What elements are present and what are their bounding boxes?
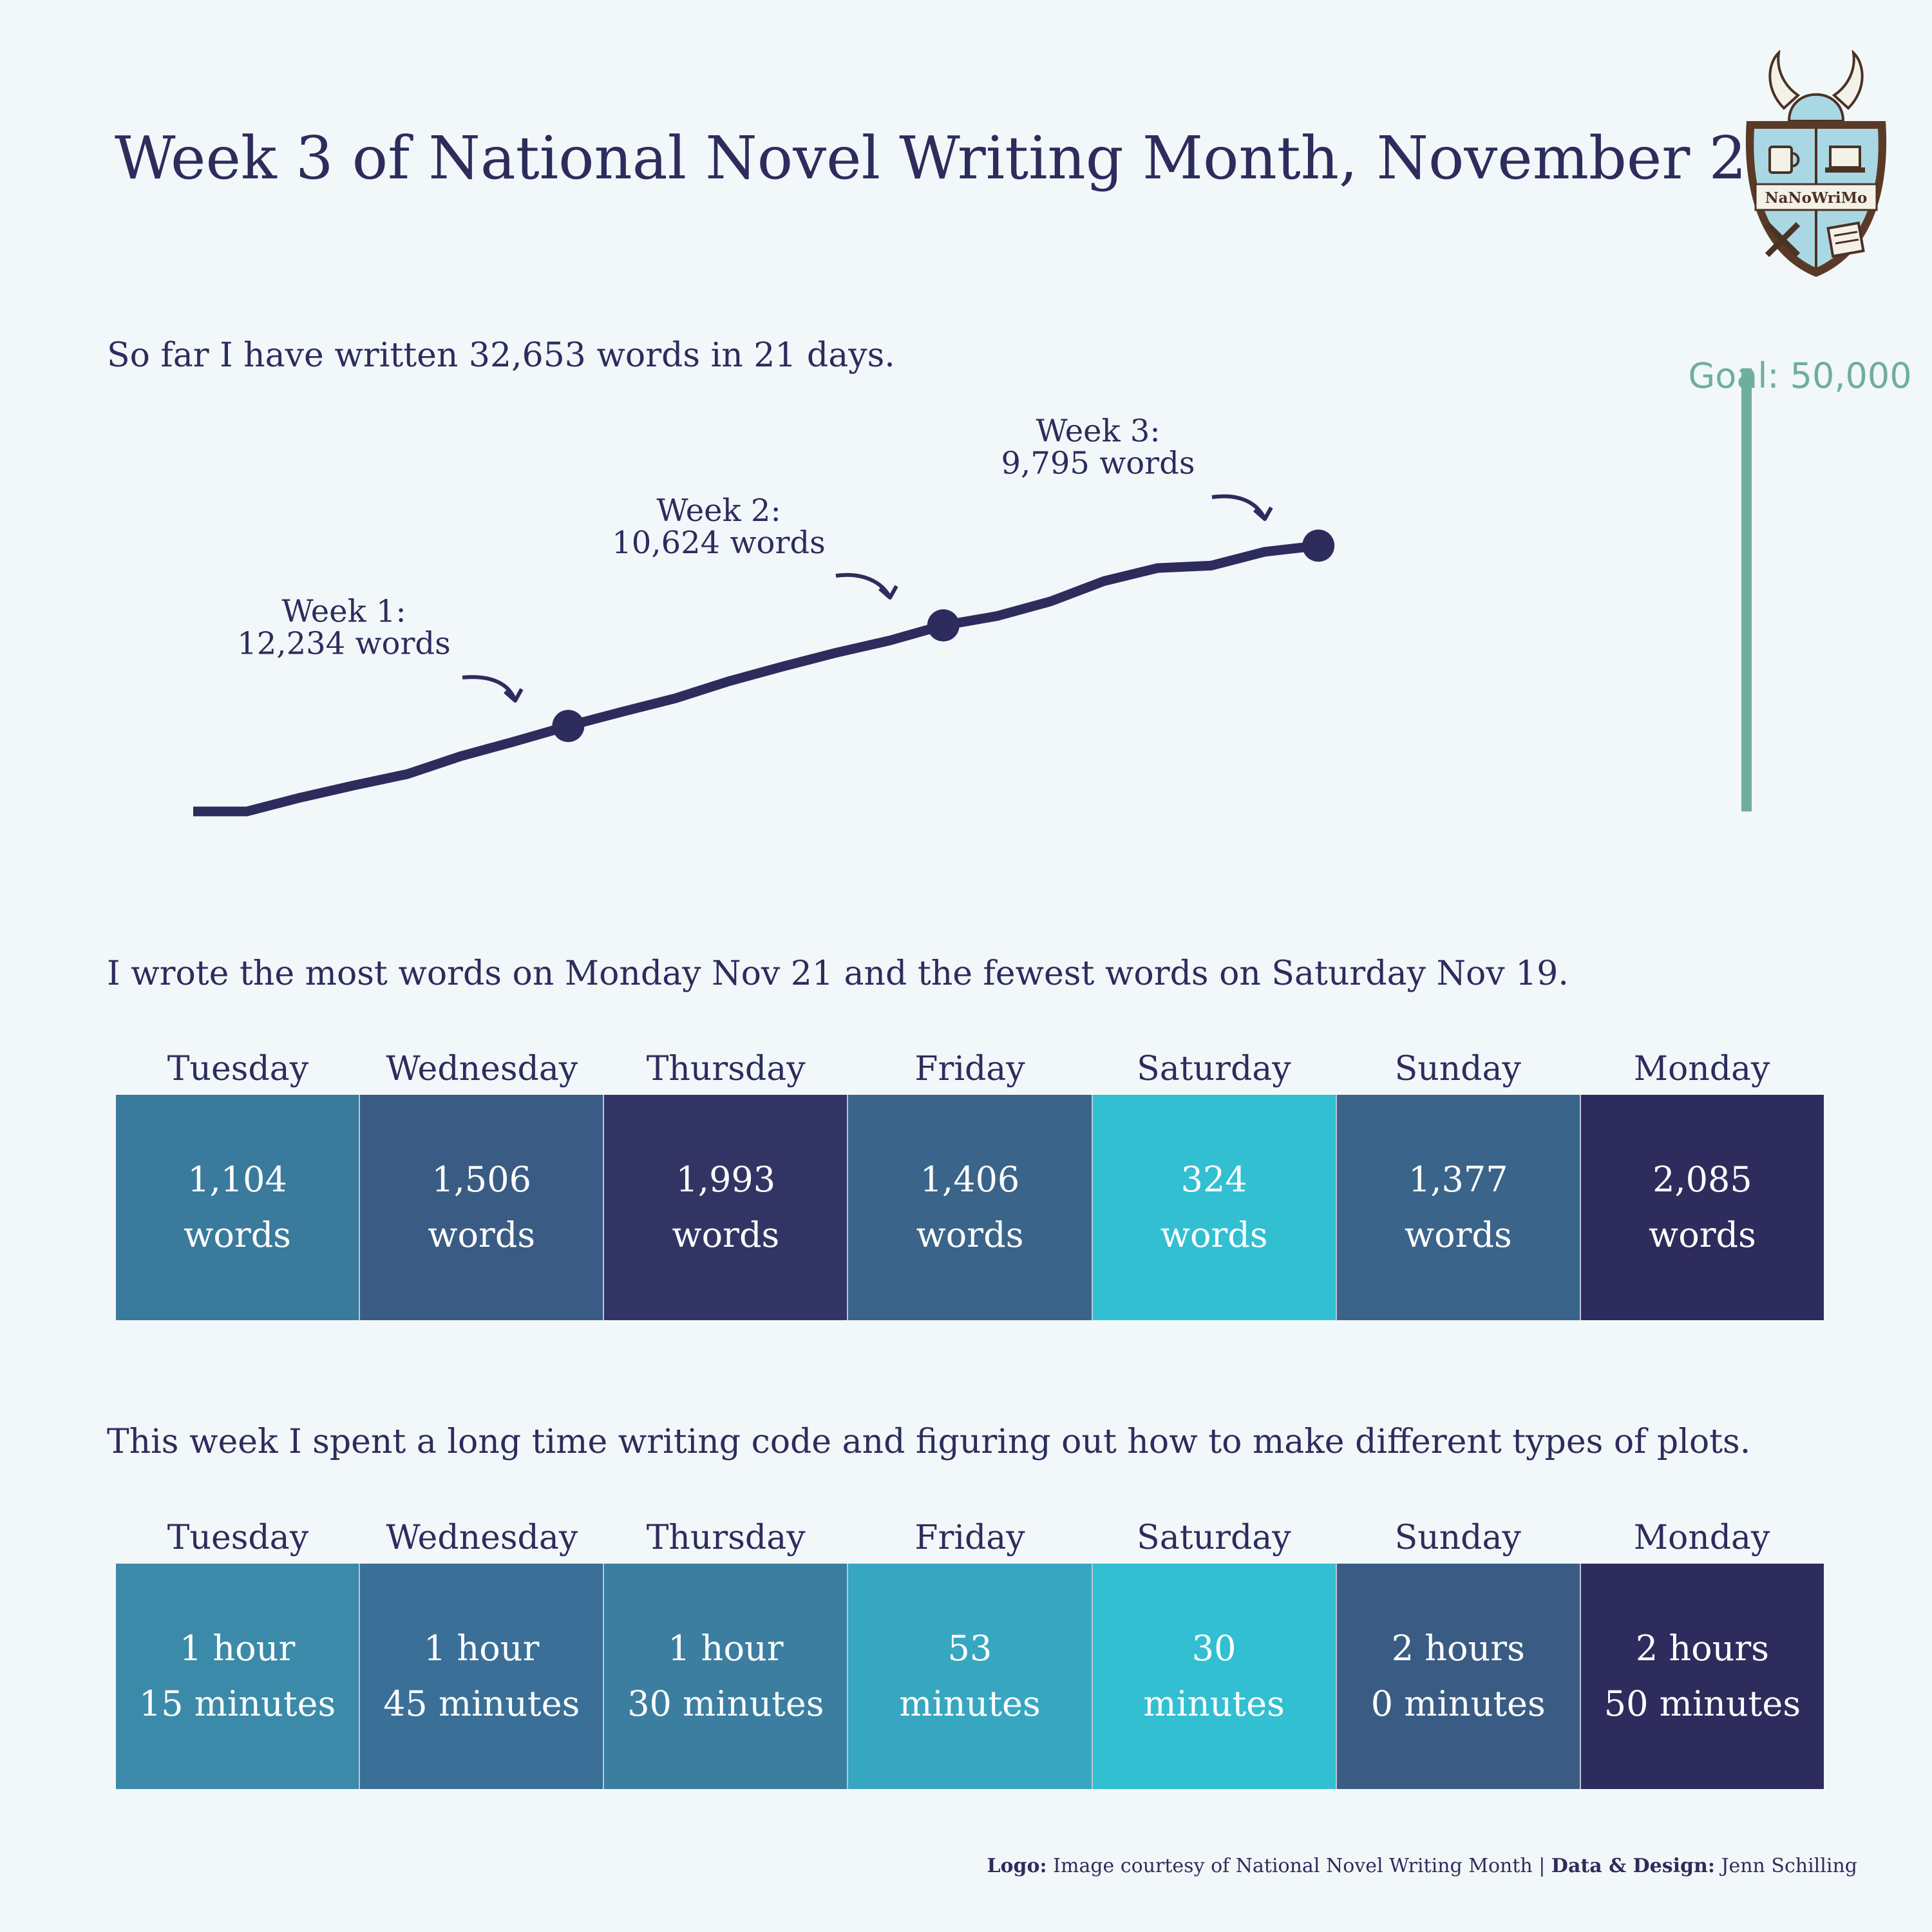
words-tile-value: 1,993: [676, 1159, 776, 1200]
footer-credits: Logo: Image courtesy of National Novel W…: [987, 1855, 1857, 1877]
annotation-week-1-arrow: [462, 675, 517, 702]
time-tile-friday: 53 minutes: [848, 1564, 1093, 1789]
words-day-label: Saturday: [1137, 1050, 1291, 1088]
data-point-week-3: [1302, 529, 1335, 562]
time-day-label: Saturday: [1137, 1519, 1291, 1557]
time-summary: This week I spent a long time writing co…: [107, 1423, 1751, 1461]
annotation-week-3-arrowhead: [1253, 506, 1273, 521]
words-tile-value: 1,506: [431, 1159, 531, 1200]
words-tile-unit: words: [428, 1215, 536, 1255]
time-tile-unit: 30 minutes: [627, 1683, 824, 1724]
time-tile-monday: 2 hours 50 minutes: [1580, 1564, 1824, 1789]
footer-design-label: Data & Design:: [1551, 1855, 1715, 1877]
words-day-label: Tuesday: [167, 1050, 309, 1088]
annotation-week-3-arrow: [1211, 494, 1267, 520]
time-day-labels: Tuesday Wednesday Thursday Friday Saturday Su…: [116, 1515, 1824, 1560]
words-day-label: Thursday: [646, 1050, 806, 1088]
time-day-label: Tuesday: [167, 1519, 309, 1557]
time-tile-unit: 0 minutes: [1370, 1683, 1546, 1724]
time-day-label: Thursday: [646, 1519, 806, 1557]
words-tile-value: 1,406: [920, 1159, 1020, 1200]
time-tile-value: 1 hour: [668, 1628, 784, 1669]
time-tile-wednesday: 1 hour 45 minutes: [360, 1564, 605, 1789]
annotation-week-2-arrow: [835, 573, 892, 599]
words-tile-value: 324: [1180, 1159, 1247, 1200]
time-tile-sunday: 2 hours 0 minutes: [1336, 1564, 1581, 1789]
words-tile-friday: 1,406 words: [848, 1095, 1093, 1320]
words-tile-unit: words: [184, 1215, 291, 1255]
time-tile-saturday: 30 minutes: [1092, 1564, 1337, 1789]
words-tile-value: 1,104: [187, 1159, 287, 1200]
footer-separator: |: [1539, 1855, 1546, 1877]
series-line-cumulative-words: [193, 540, 1320, 817]
time-tile-unit: 15 minutes: [138, 1683, 336, 1724]
time-tile-value: 1 hour: [424, 1628, 540, 1669]
words-tile-saturday: 324 words: [1092, 1095, 1337, 1320]
words-tile-unit: words: [672, 1215, 780, 1255]
goal-label: Goal: 50,000: [1688, 361, 1911, 396]
time-tile-value: 2 hours: [1635, 1628, 1769, 1669]
time-tile-unit: minutes: [1143, 1683, 1285, 1724]
annotation-week-2-title: Week 2:: [656, 493, 781, 529]
annotation-week-1-arrowhead: [504, 688, 524, 703]
annotation-week-3-title: Week 3:: [1036, 413, 1160, 449]
time-tile-thursday: 1 hour 30 minutes: [604, 1564, 849, 1789]
footer-logo-text: Image courtesy of National Novel Writing…: [1053, 1855, 1533, 1877]
words-tile-sunday: 1,377 words: [1336, 1095, 1581, 1320]
words-tile-thursday: 1,993 words: [604, 1095, 849, 1320]
words-tile-tuesday: 1,104 words: [116, 1095, 361, 1320]
annotation-week-3-words: 9,795 words: [1001, 445, 1195, 481]
footer-design-text: Jenn Schilling: [1721, 1855, 1857, 1877]
words-summary: I wrote the most words on Monday Nov 21 …: [107, 954, 1569, 993]
data-point-week-2: [927, 609, 960, 642]
time-tile-value: 53: [947, 1628, 992, 1669]
time-tile-value: 1 hour: [179, 1628, 296, 1669]
cumulative-words-chart: Goal: 50,000 Week 1:12,234 words Week 2:10…: [193, 361, 1912, 817]
words-day-label: Wednesday: [386, 1050, 578, 1088]
words-tile-value: 2,085: [1653, 1159, 1752, 1200]
progress-summary: So far I have written 32,653 words in 21…: [107, 336, 895, 375]
words-tile-wednesday: 1,506 words: [360, 1095, 605, 1320]
words-day-labels: Tuesday Wednesday Thursday Friday Saturday Su…: [116, 1046, 1824, 1092]
words-tile-value: 1,377: [1408, 1159, 1508, 1200]
time-tile-value: 30: [1191, 1628, 1236, 1669]
words-tile-monday: 2,085 words: [1580, 1095, 1824, 1320]
time-tile-tuesday: 1 hour 15 minutes: [116, 1564, 361, 1789]
annotation-week-2-words: 10,624 words: [612, 525, 826, 561]
time-day-label: Wednesday: [386, 1519, 578, 1557]
annotation-week-2-arrowhead: [878, 585, 898, 600]
time-day-label: Friday: [914, 1519, 1025, 1557]
time-tiles: 1 hour 15 minutes 1 hour 45 minutes 1 hour 30…: [116, 1564, 1824, 1789]
annotation-week-1-words: 12,234 words: [237, 625, 451, 661]
words-tiles: 1,104 words 1,506 words 1,993 words 1,406 words…: [116, 1095, 1824, 1320]
time-tile-value: 2 hours: [1391, 1628, 1525, 1669]
annotation-week-1-title: Week 1:: [281, 593, 406, 629]
words-day-label: Sunday: [1394, 1050, 1521, 1088]
time-day-label: Monday: [1633, 1519, 1770, 1557]
words-tile-unit: words: [1404, 1215, 1512, 1255]
footer-logo-label: Logo:: [987, 1855, 1047, 1877]
nanowrimo-logo: NaNoWriMo: [1745, 50, 1887, 277]
words-day-label: Monday: [1633, 1050, 1770, 1088]
time-tile-unit: 50 minutes: [1604, 1683, 1801, 1724]
words-tile-unit: words: [1649, 1215, 1756, 1255]
logo-text: NaNoWriMo: [1765, 189, 1868, 207]
words-day-label: Friday: [914, 1050, 1025, 1088]
data-point-week-1: [552, 710, 585, 743]
words-tile-unit: words: [1160, 1215, 1268, 1255]
time-tile-unit: minutes: [899, 1683, 1041, 1724]
time-day-label: Sunday: [1394, 1519, 1521, 1557]
page-title: Week 3 of National Novel Writing Month, …: [115, 124, 1860, 193]
words-tile-unit: words: [916, 1215, 1024, 1255]
time-tile-unit: 45 minutes: [383, 1683, 580, 1724]
